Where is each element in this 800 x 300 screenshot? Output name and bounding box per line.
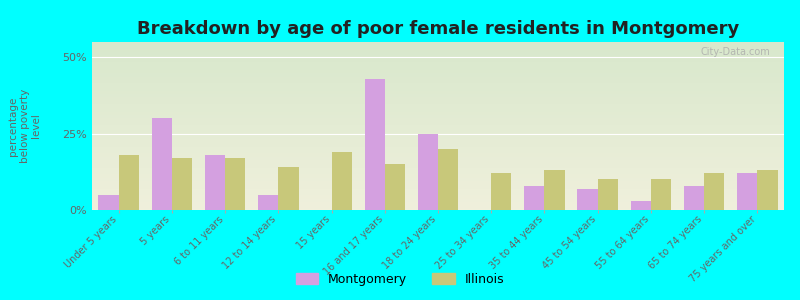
Bar — [737, 173, 758, 210]
Bar — [704, 173, 724, 210]
Bar — [172, 158, 192, 210]
Bar — [152, 118, 172, 210]
Bar — [385, 164, 405, 210]
Bar — [524, 186, 545, 210]
Bar — [545, 170, 565, 210]
Title: Breakdown by age of poor female residents in Montgomery: Breakdown by age of poor female resident… — [137, 20, 739, 38]
Bar — [438, 149, 458, 210]
Legend: Montgomery, Illinois: Montgomery, Illinois — [290, 268, 510, 291]
Bar — [258, 195, 278, 210]
Bar — [630, 201, 651, 210]
Bar — [758, 170, 778, 210]
Bar — [684, 186, 704, 210]
Bar — [365, 79, 385, 210]
Bar — [278, 167, 298, 210]
Bar — [225, 158, 246, 210]
Bar — [598, 179, 618, 210]
Bar — [491, 173, 511, 210]
Bar — [98, 195, 118, 210]
Bar — [418, 134, 438, 210]
Bar — [651, 179, 671, 210]
Bar — [331, 152, 352, 210]
Text: percentage
below poverty
level: percentage below poverty level — [8, 89, 42, 163]
Bar — [118, 155, 139, 210]
Text: City-Data.com: City-Data.com — [701, 47, 770, 57]
Bar — [205, 155, 225, 210]
Bar — [578, 189, 598, 210]
